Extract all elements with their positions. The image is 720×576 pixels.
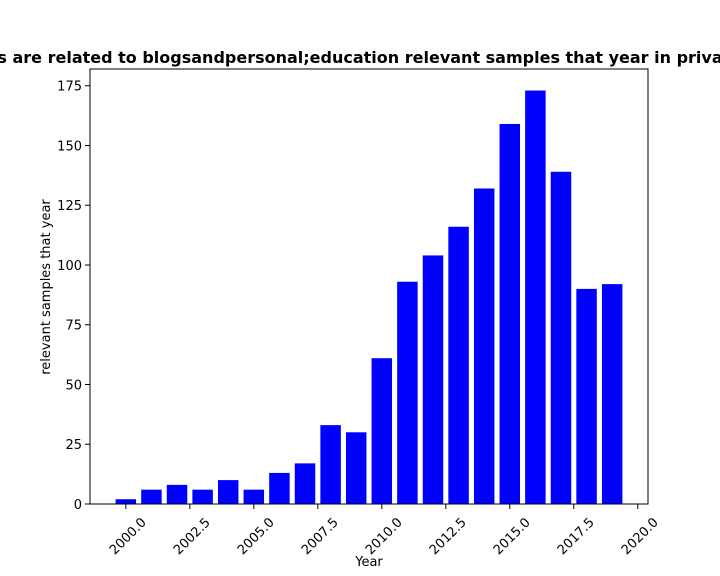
x-tick-label: 2007.5 [299,515,342,558]
bar-2019 [601,284,623,504]
bar-2011 [397,281,418,504]
y-tick-label: 175 [57,80,82,95]
bar-2015 [499,123,521,504]
x-tick-label: 2012.5 [427,515,470,558]
bar-2001 [141,489,162,504]
y-tick-label: 50 [65,378,82,393]
y-tick-label: 75 [65,319,82,334]
y-axis-label: relevant samples that year [39,199,54,375]
bar-2002 [166,484,188,504]
plot-area-frame [89,68,649,505]
bar-2018 [576,288,597,504]
x-tick-label: 2000.0 [107,515,150,558]
bar-2007 [294,463,316,504]
chart-title: s are related to blogsandpersonal;educat… [0,48,720,67]
x-tick-label: 2017.5 [555,515,598,558]
y-tick-label: 25 [65,438,82,453]
x-tick-label: 2010.0 [363,515,406,558]
y-tick-label: 150 [57,139,82,154]
y-tick-label: 125 [57,199,82,214]
bar-2017 [550,171,572,504]
bar-2003 [192,489,213,504]
bar-2005 [243,489,265,504]
bars-group [115,90,623,504]
x-tick-label: 2005.0 [235,515,278,558]
x-axis-label: Year [354,555,383,570]
bar-2000 [115,499,137,504]
x-axis-ticks: 2000.0 2002.5 2005.0 2007.5 2010.0 2012.5 2015… [107,504,662,558]
x-tick-label: 2020.0 [619,515,662,558]
y-tick-label: 100 [57,259,82,274]
y-tick-label: 0 [74,498,82,513]
bar-2013 [448,226,469,504]
bar-2010 [371,358,393,504]
bar-2016 [525,90,546,504]
x-tick-label: 2015.0 [491,515,534,558]
y-axis-ticks: 0 25 50 75 100 125 150 175 [57,80,90,513]
bar-2008 [320,425,341,504]
bar-2014 [473,188,495,504]
x-tick-label: 2002.5 [171,515,214,558]
bar-2009 [345,432,367,504]
bar-2006 [269,472,290,504]
bar-2012 [422,255,444,504]
bar-2004 [217,480,239,504]
